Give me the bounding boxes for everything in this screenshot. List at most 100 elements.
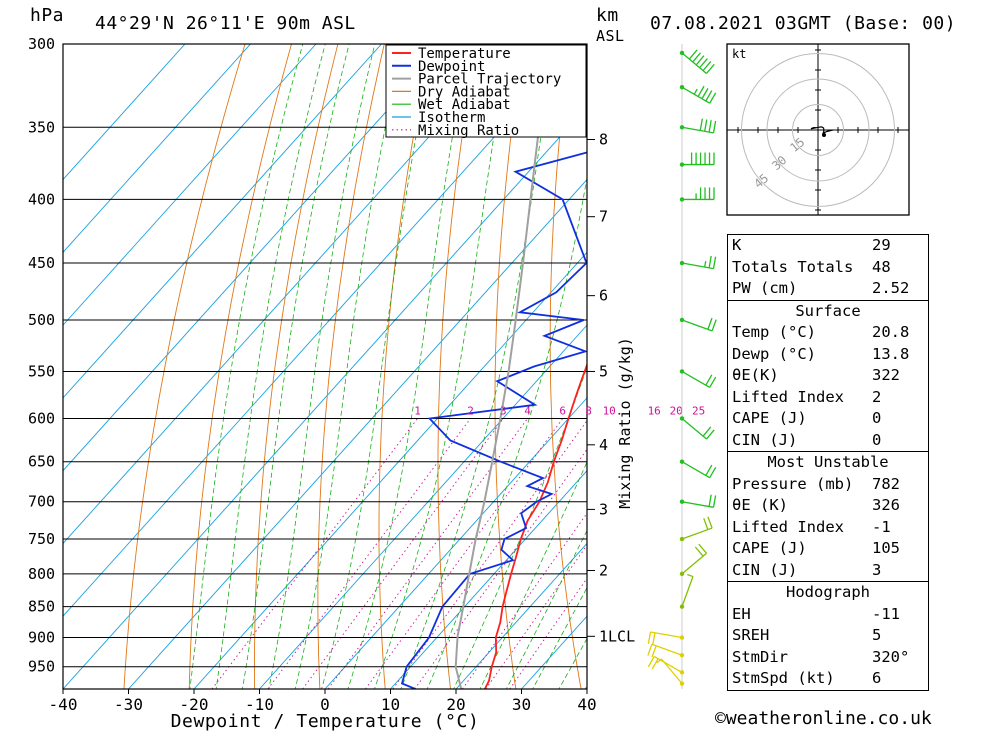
- wind-barb-flag: [697, 85, 705, 97]
- legend-entry: Isotherm: [418, 110, 485, 126]
- x-tick-label: 10: [381, 695, 400, 714]
- dry-adiabat-line: [188, 44, 292, 689]
- series-point: [551, 493, 553, 495]
- wind-dot: [679, 369, 685, 374]
- series-point: [534, 404, 536, 406]
- index-value: 29: [872, 236, 891, 254]
- x-tick-label: 20: [446, 695, 465, 714]
- index-row: CAPE (J) 105: [728, 538, 928, 560]
- index-row: CAPE (J) 0: [728, 408, 928, 430]
- wind-barb-flag: [705, 464, 713, 476]
- series-point: [595, 325, 596, 326]
- series-point: [488, 680, 490, 682]
- pressure-tick-label: 450: [28, 254, 55, 272]
- isotherm-line: [63, 44, 251, 254]
- pressure-tick-label: 800: [28, 565, 55, 583]
- pressure-tick-label: 850: [28, 598, 55, 616]
- wind-barb-flag: [703, 518, 709, 530]
- wind-dot: [679, 260, 685, 266]
- series-point: [583, 319, 585, 321]
- mixing-ratio-axis-label: Mixing Ratio (g/kg): [616, 337, 634, 509]
- wet-adiabat-line: [268, 44, 376, 689]
- mixing-ratio-line: [414, 448, 587, 689]
- dry-adiabat-line: [494, 44, 525, 689]
- wind-barb-flag: [707, 516, 713, 529]
- wind-dot: [679, 459, 685, 464]
- series-point: [562, 198, 564, 200]
- x-tick-label: 30: [512, 695, 531, 714]
- legend-entry: Dewpoint: [418, 59, 485, 75]
- mixing-ratio-label: 6: [559, 405, 566, 418]
- series-point: [495, 651, 497, 653]
- index-value: 322: [872, 366, 900, 384]
- series-point: [529, 198, 532, 200]
- isotherm-line: [63, 44, 382, 399]
- isotherm-line: [128, 178, 587, 689]
- series-point: [457, 635, 459, 637]
- pressure-tick-label: 550: [28, 362, 55, 380]
- index-value: 320°: [872, 647, 910, 666]
- series-point: [455, 666, 457, 668]
- index-label: Temp (°C): [732, 323, 816, 341]
- dry-adiabat-line: [549, 44, 582, 689]
- index-row: SREH 5: [728, 625, 928, 647]
- index-label: SREH: [732, 626, 770, 644]
- series-point: [589, 127, 590, 128]
- series-point: [429, 417, 431, 420]
- series-point: [533, 365, 535, 368]
- pressure-tick-label: 750: [28, 530, 55, 548]
- wind-barb-flag: [711, 319, 717, 332]
- wind-dot: [679, 571, 685, 577]
- series-point: [496, 380, 498, 382]
- mixing-ratio-line: [462, 512, 587, 689]
- x-axis-label: Dewpoint / Temperature (°C): [171, 711, 480, 732]
- index-label: CAPE (J): [732, 409, 807, 427]
- wind-barb-flag: [706, 429, 715, 440]
- pressure-tick-label: 950: [28, 658, 55, 676]
- series-point: [547, 481, 549, 483]
- wind-barb: [681, 86, 711, 104]
- wind-barb-flag: [709, 92, 717, 104]
- pressure-tick-label: 650: [28, 453, 55, 471]
- wind-barb-flag: [647, 631, 652, 644]
- hodograph-ring: [741, 53, 895, 207]
- series-point: [519, 311, 521, 313]
- storm-motion-dot: [822, 133, 826, 137]
- wind-barb-flag: [699, 58, 708, 69]
- pressure-tick-label: 900: [28, 629, 55, 647]
- series-point: [580, 380, 582, 382]
- series-point: [526, 485, 528, 487]
- series-point: [637, 87, 638, 88]
- hodograph-stats-title: Hodograph: [728, 581, 928, 604]
- dry-adiabat-line: [254, 44, 339, 689]
- isotherm-line: [193, 251, 587, 689]
- mixing-ratio-label: 20: [670, 405, 683, 418]
- isotherm-line: [63, 44, 448, 472]
- wind-dot: [679, 162, 685, 167]
- km-tick-label: 1LCL: [599, 627, 635, 645]
- index-value: 20.8: [872, 323, 910, 341]
- hodograph-ring: [792, 104, 844, 156]
- wind-barb-flag: [647, 656, 655, 668]
- series-point: [491, 461, 493, 463]
- index-row: Totals Totals 48: [728, 257, 928, 279]
- surface-title: Surface: [728, 299, 928, 323]
- wind-barb: [651, 643, 683, 656]
- wind-barb-flag: [688, 49, 698, 60]
- dry-adiabat-line: [988, 44, 1000, 689]
- wind-barb-flag: [708, 120, 712, 133]
- isotherm-line: [455, 542, 587, 689]
- pressure-tick-label: 400: [28, 190, 55, 208]
- series-point: [647, 43, 648, 44]
- wind-dot: [679, 85, 685, 90]
- wet-adiabat-line: [321, 44, 435, 689]
- series-point: [449, 439, 451, 442]
- wet-adiabat-line: [215, 44, 326, 689]
- dry-adiabat-line: [378, 44, 432, 689]
- series-point: [525, 527, 527, 529]
- wind-barb-flag: [698, 543, 708, 554]
- legend-box: [385, 44, 587, 138]
- dry-adiabat-line: [123, 44, 246, 689]
- series-point: [514, 171, 517, 173]
- series-point: [508, 370, 510, 373]
